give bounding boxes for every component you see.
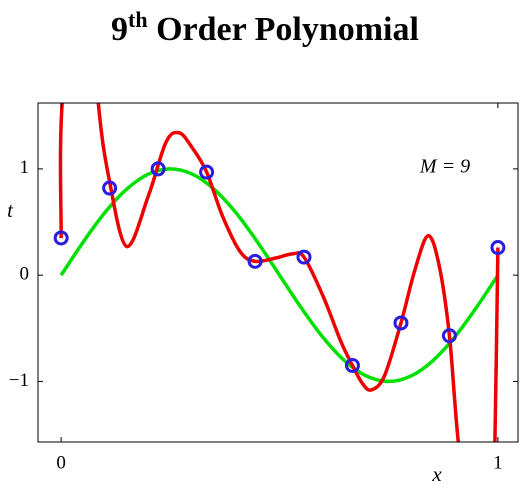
curve (58, 103, 500, 442)
plot-frame (37, 102, 519, 443)
x-tick-label: 1 (493, 452, 503, 473)
data-point (102, 180, 118, 196)
annotation: M = 9 (419, 156, 470, 178)
plot-area (58, 103, 500, 442)
data-point (53, 230, 69, 246)
data-point (296, 249, 312, 265)
x-axis-label: x (431, 462, 442, 486)
data-point (199, 164, 215, 180)
data-point (393, 315, 409, 331)
curve (59, 167, 500, 384)
y-tick-label: 1 (20, 157, 30, 178)
data-point (150, 161, 166, 177)
data-point (490, 240, 506, 256)
x-tick-label: 0 (56, 452, 66, 473)
data-point (247, 253, 263, 269)
y-tick-label: 0 (20, 264, 30, 285)
data-point (441, 328, 457, 344)
chart-title: 9th Order Polynomial (111, 7, 419, 48)
data-point (344, 357, 360, 373)
y-tick-label: −1 (9, 370, 29, 391)
y-axis-label: t (7, 198, 14, 222)
